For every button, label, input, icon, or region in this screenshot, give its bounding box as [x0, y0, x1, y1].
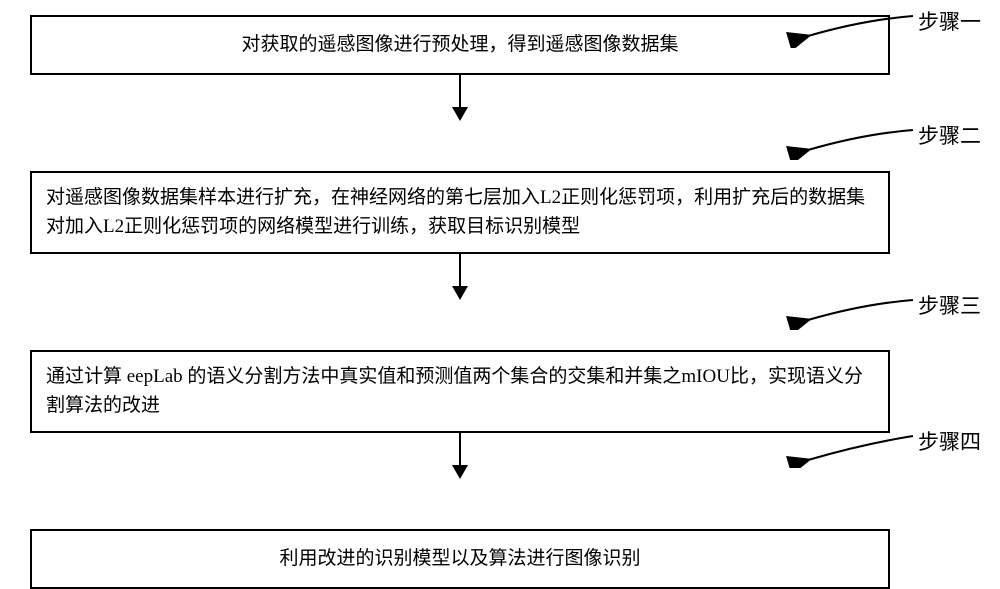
step-box-4: 利用改进的识别模型以及算法进行图像识别: [30, 529, 890, 589]
arrow-down-3: [30, 433, 890, 481]
step-box-1: 对获取的遥感图像进行预处理，得到遥感图像数据集: [30, 15, 890, 75]
label-arrow-3: [768, 290, 918, 330]
step-box-3: 通过计算 eepLab 的语义分割方法中真实值和预测值两个集合的交集和并集之mI…: [30, 350, 890, 433]
label-arrow-4: [768, 428, 918, 468]
step-box-2: 对遥感图像数据集样本进行扩充，在神经网络的第七层加入L2正则化惩罚项，利用扩充后…: [30, 171, 890, 254]
step-label-3: 步骤三: [918, 290, 981, 320]
step-text-4: 利用改进的识别模型以及算法进行图像识别: [279, 544, 640, 573]
step-label-4: 步骤四: [918, 426, 981, 456]
step-text-2: 对遥感图像数据集样本进行扩充，在神经网络的第七层加入L2正则化惩罚项，利用扩充后…: [46, 183, 874, 242]
step-label-1: 步骤一: [918, 6, 981, 36]
arrow-down-2: [30, 254, 890, 302]
step-text-1: 对获取的遥感图像进行预处理，得到遥感图像数据集: [241, 30, 678, 59]
label-arrow-2: [768, 120, 918, 160]
flowchart: 对获取的遥感图像进行预处理，得到遥感图像数据集 对遥感图像数据集样本进行扩充，在…: [30, 15, 890, 589]
arrow-down-1: [30, 75, 890, 123]
step-text-3: 通过计算 eepLab 的语义分割方法中真实值和预测值两个集合的交集和并集之mI…: [46, 362, 874, 421]
label-arrow-1: [768, 8, 918, 48]
step-label-2: 步骤二: [918, 120, 981, 150]
